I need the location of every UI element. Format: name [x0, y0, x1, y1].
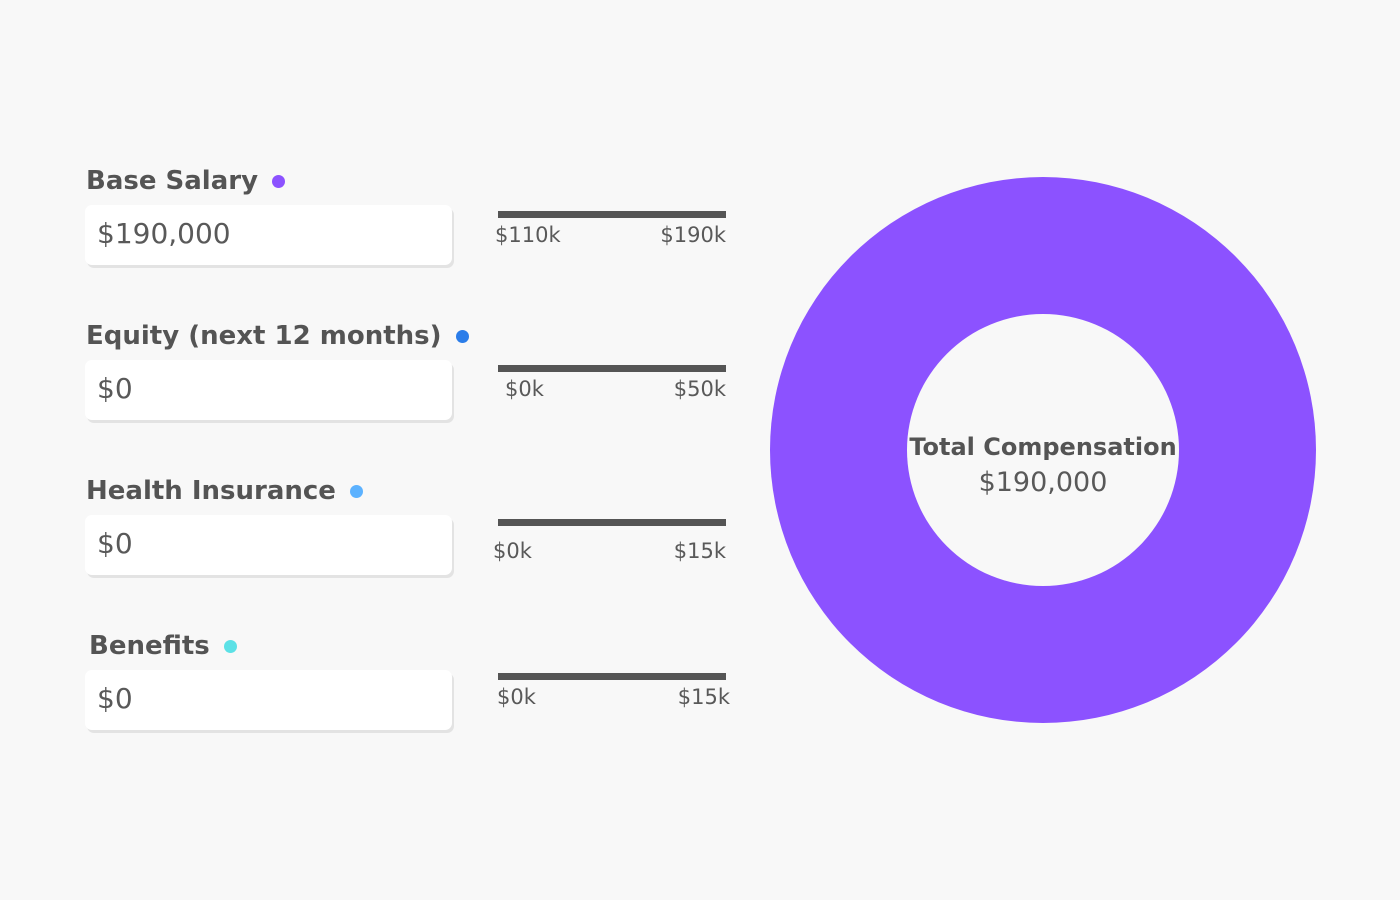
benefits-slider-track[interactable]	[498, 673, 726, 680]
total-compensation-label: Total Compensation	[909, 433, 1177, 461]
base-salary-legend-dot	[272, 174, 286, 188]
base-salary-range-min: $110k	[495, 223, 561, 247]
total-compensation-value: $190,000	[978, 467, 1108, 498]
benefits-legend-dot	[223, 639, 237, 653]
base-salary-label-text: Base Salary	[86, 166, 259, 196]
base-salary-slider-track[interactable]	[498, 211, 726, 218]
benefits-range-slider[interactable]: $0k $15k	[495, 673, 730, 718]
equity-range-slider[interactable]: $0k $50k	[495, 365, 730, 410]
health-insurance-range-min: $0k	[493, 539, 532, 563]
base-salary-range-max: $190k	[660, 223, 726, 247]
compensation-donut-chart: Total Compensation $190,000	[770, 177, 1316, 723]
health-insurance-label-text: Health Insurance	[86, 476, 336, 506]
benefits-range-min: $0k	[497, 685, 536, 709]
benefits-input[interactable]: $0	[85, 670, 452, 730]
benefits-range-max: $15k	[677, 685, 730, 709]
equity-range-min: $0k	[505, 377, 544, 401]
health-insurance-label: Health Insurance	[86, 476, 363, 506]
benefits-label-text: Benefits	[89, 631, 210, 661]
health-insurance-range-slider[interactable]: $0k $15k	[493, 519, 730, 564]
equity-label-text: Equity (next 12 months)	[86, 321, 442, 351]
equity-label: Equity (next 12 months)	[86, 321, 469, 351]
benefits-label: Benefits	[89, 631, 237, 661]
equity-input[interactable]: $0	[85, 360, 452, 420]
health-insurance-input[interactable]: $0	[85, 515, 452, 575]
equity-range-max: $50k	[673, 377, 726, 401]
equity-legend-dot	[455, 329, 469, 343]
base-salary-label: Base Salary	[86, 166, 286, 196]
equity-slider-track[interactable]	[498, 365, 726, 372]
health-insurance-legend-dot	[349, 484, 363, 498]
base-salary-input[interactable]: $190,000	[85, 205, 452, 265]
health-insurance-range-max: $15k	[673, 539, 726, 563]
donut-hole	[907, 314, 1179, 586]
base-salary-range-slider[interactable]: $110k $190k	[495, 211, 730, 256]
health-insurance-slider-track[interactable]	[498, 519, 726, 526]
